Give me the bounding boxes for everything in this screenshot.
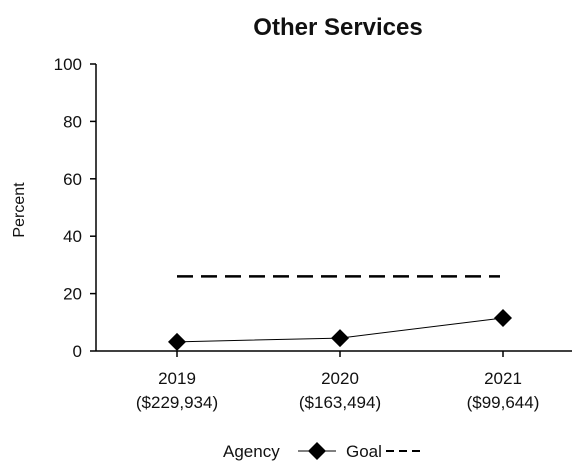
y-axis-label: Percent bbox=[11, 182, 28, 238]
x-tick-sublabel: ($99,644) bbox=[467, 393, 540, 412]
agency-point bbox=[168, 332, 186, 351]
x-tick-label: 2021 bbox=[484, 369, 522, 388]
x-ticks: 2019 ($229,934) 2020 ($163,494) 2021 ($99,644… bbox=[136, 351, 540, 412]
legend-label-agency: Agency bbox=[223, 442, 280, 461]
y-tick-label: 40 bbox=[63, 227, 82, 246]
agency-point bbox=[494, 308, 512, 327]
legend: Agency Goal bbox=[223, 442, 425, 461]
legend-agency-marker bbox=[308, 442, 326, 460]
y-tick-label: 20 bbox=[63, 285, 82, 304]
y-tick-label: 60 bbox=[63, 170, 82, 189]
x-tick-sublabel: ($163,494) bbox=[299, 393, 381, 412]
x-tick-label: 2020 bbox=[321, 369, 359, 388]
agency-point bbox=[331, 329, 349, 348]
y-tick-label: 80 bbox=[63, 112, 82, 131]
y-tick-label: 0 bbox=[73, 342, 82, 361]
legend-label-goal: Goal bbox=[346, 442, 382, 461]
plot-area bbox=[168, 275, 512, 351]
x-tick-sublabel: ($229,934) bbox=[136, 393, 218, 412]
x-tick-label: 2019 bbox=[158, 369, 196, 388]
chart-title: Other Services bbox=[253, 14, 422, 41]
y-ticks: 0 20 40 60 80 100 bbox=[54, 55, 96, 361]
y-tick-label: 100 bbox=[54, 55, 82, 74]
